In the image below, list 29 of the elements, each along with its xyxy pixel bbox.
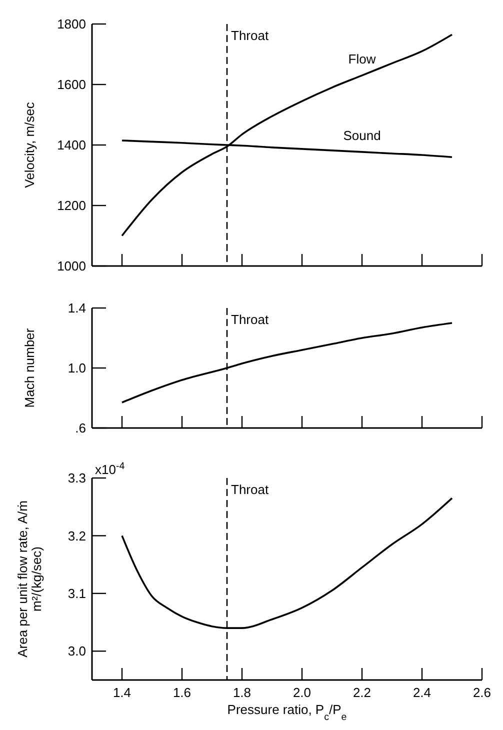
- y-tick-label: 1200: [57, 198, 86, 214]
- y-tick-label: 1600: [57, 77, 86, 92]
- x-tick-label: 2.0: [292, 685, 312, 700]
- y-tick-label: 3.3: [68, 470, 86, 486]
- x-axis-title: Pressure ratio, P$_{c}$/P$_{e}$: [227, 702, 347, 722]
- y-tick-label: 3.2: [68, 528, 86, 544]
- y-tick-label: 1.4: [68, 300, 86, 316]
- text: x10$^{-4}$: [95, 460, 126, 477]
- y-tick-label: .6: [75, 420, 86, 436]
- x-tick-label: 2.6: [472, 685, 492, 700]
- ref-line-label: Throat: [231, 482, 269, 497]
- y-tick-label: 3.1: [68, 586, 86, 601]
- x-tick-label: 2.2: [352, 685, 372, 700]
- x-tick-label: 1.6: [172, 685, 192, 700]
- y-tick-label: 1.0: [68, 360, 86, 376]
- y-tick-label: 1400: [57, 138, 86, 153]
- series-label: Sound: [343, 128, 381, 143]
- ref-line-label: Throat: [231, 312, 269, 327]
- y-tick-label: 1800: [57, 16, 86, 32]
- y-tick-label: 3.0: [68, 644, 86, 659]
- x-tick-label: 2.4: [412, 685, 432, 700]
- y-axis-title: Mach number: [22, 328, 37, 408]
- y-tick-label: 1000: [57, 258, 86, 274]
- y-axis-title: Velocity, m/sec: [22, 102, 37, 188]
- y-axis-title: Area per unit flow rate, A/ṁ m²/(kg/sec): [15, 500, 44, 658]
- x-tick-label: 1.4: [112, 685, 132, 700]
- ref-line-label: Throat: [231, 28, 269, 43]
- series-label: Flow: [348, 51, 376, 66]
- x-tick-label: 1.8: [232, 685, 252, 700]
